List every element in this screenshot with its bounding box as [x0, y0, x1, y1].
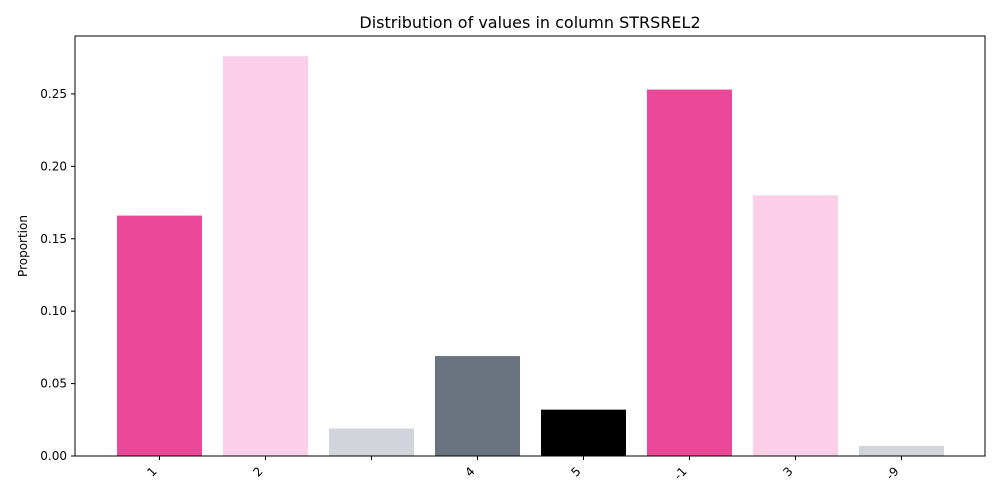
- x-tick-label-6: -1: [671, 464, 689, 482]
- y-tick-label-6: 0.25: [40, 87, 67, 101]
- x-tick-label-5: 5: [568, 464, 583, 479]
- y-tick-label-4: 0.15: [40, 232, 67, 246]
- bar-6: [647, 89, 732, 456]
- chart-title: Distribution of values in column STRSREL…: [359, 13, 700, 32]
- bar-2: [223, 56, 308, 456]
- x-tick-label-2: 2: [250, 464, 265, 479]
- bar-8: [859, 445, 944, 456]
- x-tick-label-1: 1: [144, 464, 159, 479]
- x-axis: 1 2 4 5 -1 3 -9: [144, 456, 902, 483]
- bar-3: [329, 428, 414, 456]
- bar-4: [435, 356, 520, 456]
- y-tick-label-3: 0.10: [40, 304, 67, 318]
- bar-1: [117, 215, 202, 456]
- bar-5: [541, 409, 626, 456]
- x-tick-label-7: 3: [780, 464, 795, 479]
- x-tick-label-8: -9: [883, 464, 901, 482]
- x-tick-label-4: 4: [462, 464, 477, 479]
- y-tick-label-2: 0.05: [40, 377, 67, 391]
- bars-group: [117, 56, 944, 456]
- y-axis-label: Proportion: [16, 215, 30, 277]
- y-tick-label-5: 0.20: [40, 159, 67, 173]
- y-tick-label-1: 0.00: [40, 449, 67, 463]
- y-axis: 0.00 0.05 0.10 0.15 0.20 0.25: [40, 87, 75, 463]
- bar-7: [753, 195, 838, 456]
- plot-frame: [74, 35, 986, 457]
